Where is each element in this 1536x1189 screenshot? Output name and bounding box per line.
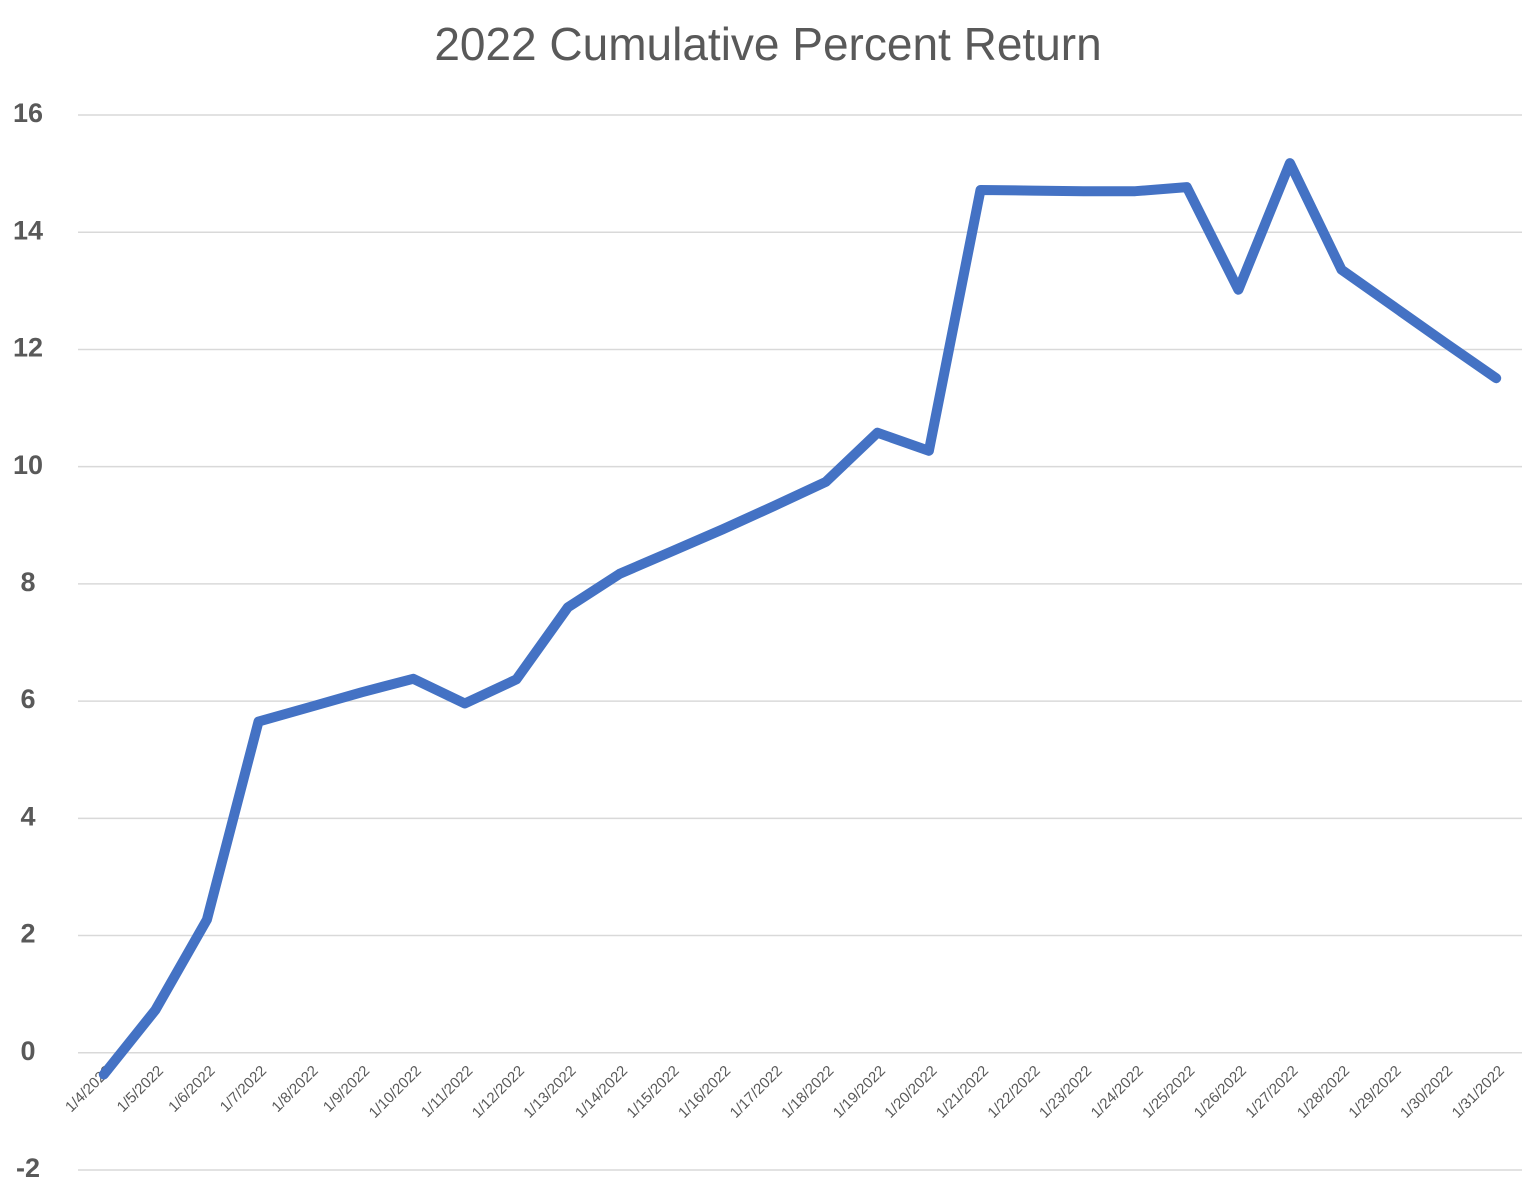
data-line <box>98 158 1502 1080</box>
x-tick-label: 1/24/2022 <box>1088 1062 1147 1121</box>
x-tick-label: 1/12/2022 <box>469 1062 528 1121</box>
x-tick-label: 1/11/2022 <box>418 1062 476 1120</box>
x-tick-label: 1/14/2022 <box>572 1062 631 1121</box>
x-tick-label: 1/21/2022 <box>933 1062 992 1121</box>
x-tick-label: 1/17/2022 <box>727 1062 786 1121</box>
y-tick-label: 14 <box>13 215 43 245</box>
y-tick-label: 6 <box>20 684 35 714</box>
x-tick-label: 1/19/2022 <box>830 1062 889 1121</box>
x-tick-label: 1/23/2022 <box>1036 1062 1095 1121</box>
x-tick-label: 1/27/2022 <box>1242 1062 1301 1121</box>
y-tick-label: -2 <box>16 1153 40 1183</box>
y-tick-label: 10 <box>13 450 43 480</box>
y-tick-label: 4 <box>20 801 35 831</box>
x-tick-label: 1/16/2022 <box>675 1062 734 1121</box>
x-tick-label: 1/8/2022 <box>268 1062 321 1115</box>
x-tick-label: 1/13/2022 <box>520 1062 579 1121</box>
y-tick-label: 8 <box>20 567 35 597</box>
x-tick-label: 1/31/2022 <box>1449 1062 1508 1121</box>
x-tick-label: 1/20/2022 <box>881 1062 940 1121</box>
x-tick-label: 1/7/2022 <box>217 1062 270 1115</box>
x-tick-label: 1/26/2022 <box>1191 1062 1250 1121</box>
x-tick-label: 1/15/2022 <box>623 1062 682 1121</box>
chart-title: 2022 Cumulative Percent Return <box>434 18 1101 70</box>
x-tick-label: 1/10/2022 <box>366 1062 425 1121</box>
y-tick-label: 0 <box>20 1036 35 1066</box>
x-tick-label: 1/9/2022 <box>320 1062 373 1115</box>
x-tick-label: 1/6/2022 <box>165 1062 218 1115</box>
y-tick-label: 12 <box>13 333 43 363</box>
x-tick-label: 1/30/2022 <box>1397 1062 1456 1121</box>
x-tick-label: 1/18/2022 <box>778 1062 837 1121</box>
y-tick-label: 2 <box>20 919 35 949</box>
x-tick-label: 1/22/2022 <box>984 1062 1043 1121</box>
x-tick-label: 1/29/2022 <box>1345 1062 1404 1121</box>
y-tick-label: 16 <box>13 98 43 128</box>
x-tick-label: 1/5/2022 <box>114 1062 167 1115</box>
x-tick-label: 1/25/2022 <box>1139 1062 1198 1121</box>
x-tick-label: 1/28/2022 <box>1294 1062 1353 1121</box>
